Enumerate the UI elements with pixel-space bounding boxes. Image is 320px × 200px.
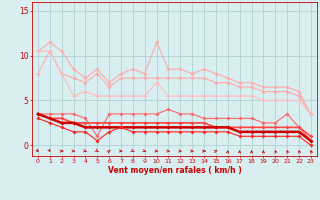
X-axis label: Vent moyen/en rafales ( km/h ): Vent moyen/en rafales ( km/h ) [108, 166, 241, 175]
